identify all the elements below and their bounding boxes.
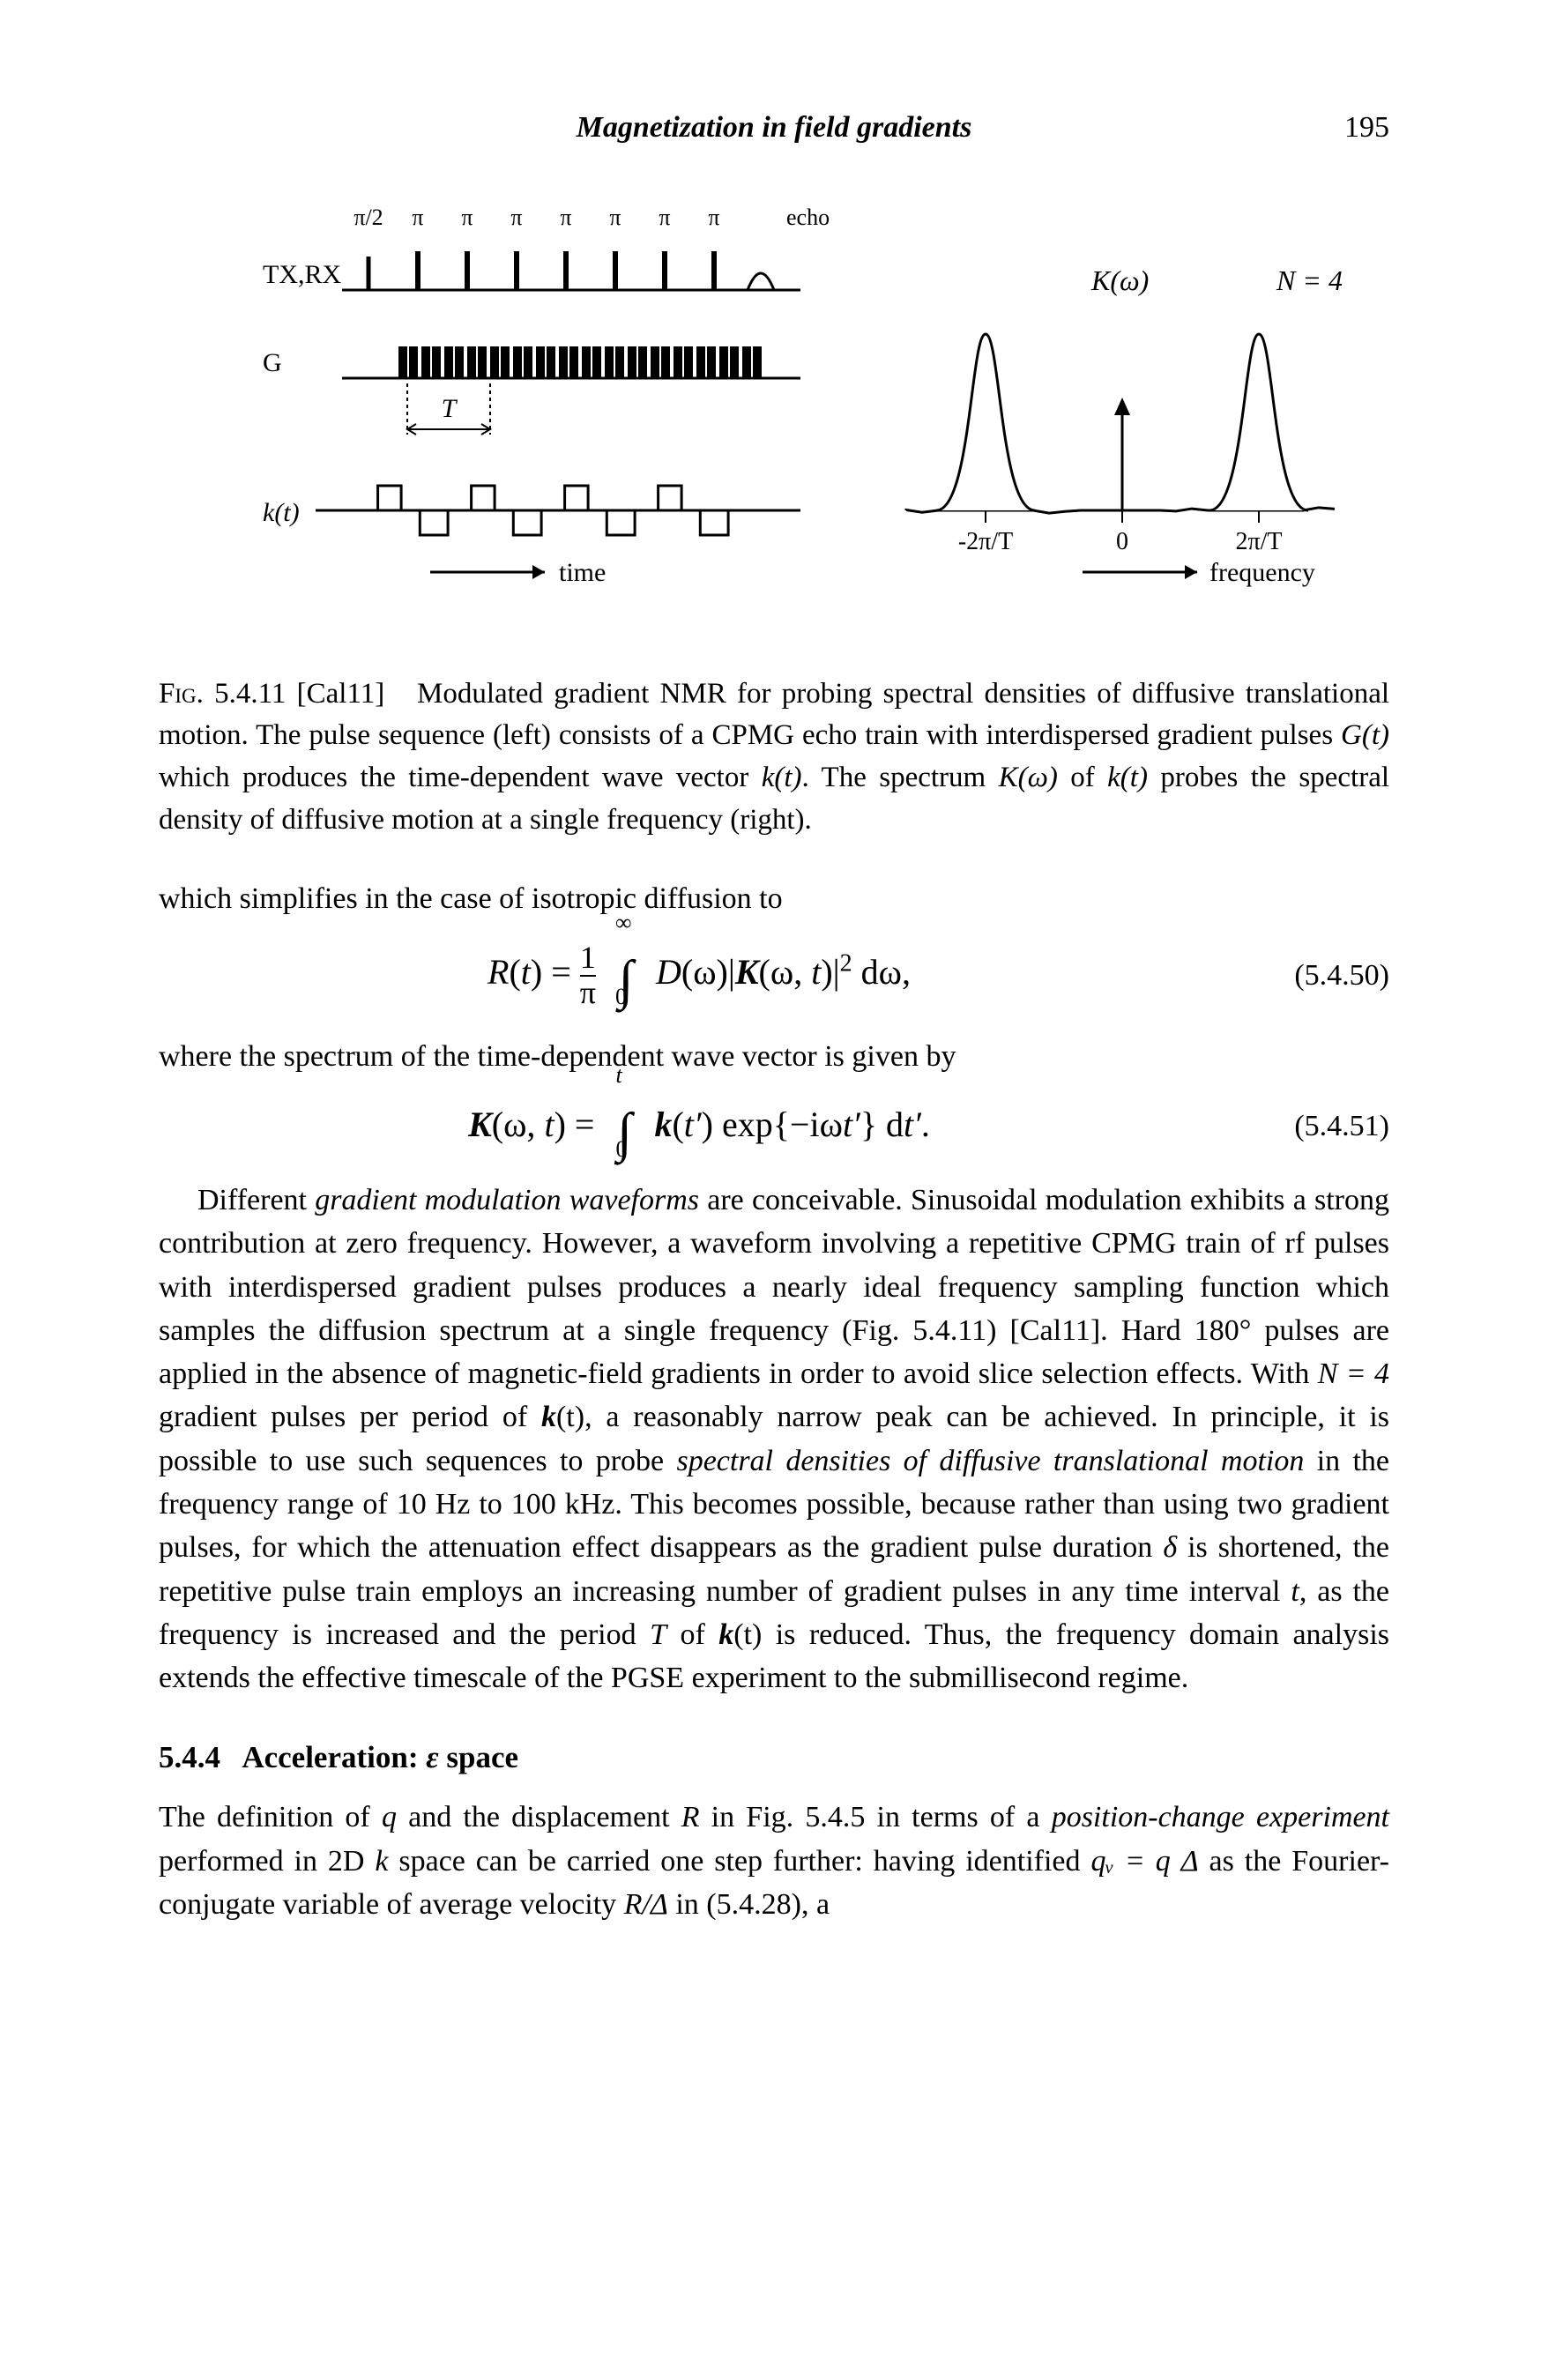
figcap-num: 5.4.11 [Cal11]: [214, 678, 384, 710]
figcap-text-b: which produces the time-dependent wave v…: [159, 762, 762, 793]
figcap-lead: Fig.: [159, 678, 204, 710]
figcap-kt: k(t): [762, 762, 802, 793]
svg-text:K(ω): K(ω): [1090, 264, 1149, 296]
svg-text:π: π: [609, 205, 621, 230]
eq1-num: (5.4.50): [1239, 954, 1389, 997]
figcap-Kw: K(ω): [999, 762, 1058, 793]
equation-5-4-50: R(t) = 1π ∞ ∫ 0 D(ω)|K(ω, t)|2 dω, (5.4.…: [159, 941, 1389, 1010]
header-title: Magnetization in field gradients: [264, 106, 1284, 149]
last-paragraph: The definition of q and the displacement…: [159, 1796, 1389, 1926]
svg-text:frequency: frequency: [1209, 558, 1315, 587]
eq1-body: R(t) = 1π ∞ ∫ 0 D(ω)|K(ω, t)|2 dω,: [159, 941, 1239, 1010]
figure-caption: Fig. 5.4.11 [Cal11] Modulated gradient N…: [159, 673, 1389, 842]
sec-title: Acceleration:: [242, 1740, 426, 1774]
sec-num: 5.4.4: [159, 1740, 220, 1774]
svg-text:N = 4: N = 4: [1276, 264, 1343, 296]
section-5-4-4-heading: 5.4.4 Acceleration: ε space: [159, 1736, 1389, 1781]
em-pos-change: position-change experiment: [1052, 1801, 1389, 1833]
para-before-eq1: which simplifies in the case of isotropi…: [159, 877, 1389, 920]
figcap-kt2: k(t): [1107, 762, 1148, 793]
em-spectral-dens: spectral densities of diffusive translat…: [676, 1445, 1304, 1477]
eq2-num: (5.4.51): [1239, 1104, 1389, 1148]
para-mid: where the spectrum of the time-dependent…: [159, 1035, 1389, 1078]
svg-text:G: G: [263, 348, 282, 377]
figcap-text-c: . The spectrum: [802, 762, 999, 793]
svg-text:π: π: [412, 205, 423, 230]
figcap-Gt: G(t): [1341, 719, 1389, 751]
svg-text:echo: echo: [786, 205, 830, 230]
svg-text:π: π: [510, 205, 522, 230]
svg-text:π: π: [560, 205, 571, 230]
figure-5-4-11: TX,RX Gk(t) π/2 π π π π π π π echo Ttime -2π/T 0 2π/T K…: [159, 193, 1389, 646]
figcap-text-d: of: [1058, 762, 1107, 793]
svg-text:k(t): k(t): [263, 498, 300, 527]
svg-text:π: π: [461, 205, 473, 230]
svg-text:π: π: [708, 205, 719, 230]
svg-text:π: π: [659, 205, 670, 230]
main-paragraph: Different gradient modulation waveforms …: [159, 1179, 1389, 1700]
running-header: Magnetization in field gradients 195: [159, 106, 1389, 149]
svg-text:time: time: [559, 558, 606, 587]
eq2-body: K(ω, t) = t ∫ 0 k(t′) exp{−iωt′} dt′.: [159, 1099, 1239, 1154]
svg-text:T: T: [442, 394, 458, 423]
svg-text:0: 0: [1116, 528, 1128, 555]
svg-text:2π/T: 2π/T: [1235, 528, 1282, 555]
svg-text:-2π/T: -2π/T: [958, 528, 1013, 555]
page-number: 195: [1284, 106, 1389, 149]
em-gradient-mod: gradient modulation waveforms: [315, 1184, 699, 1216]
equation-5-4-51: K(ω, t) = t ∫ 0 k(t′) exp{−iωt′} dt′. (5…: [159, 1099, 1389, 1154]
svg-text:π/2: π/2: [354, 205, 383, 230]
svg-text:TX,RX: TX,RX: [263, 260, 342, 289]
